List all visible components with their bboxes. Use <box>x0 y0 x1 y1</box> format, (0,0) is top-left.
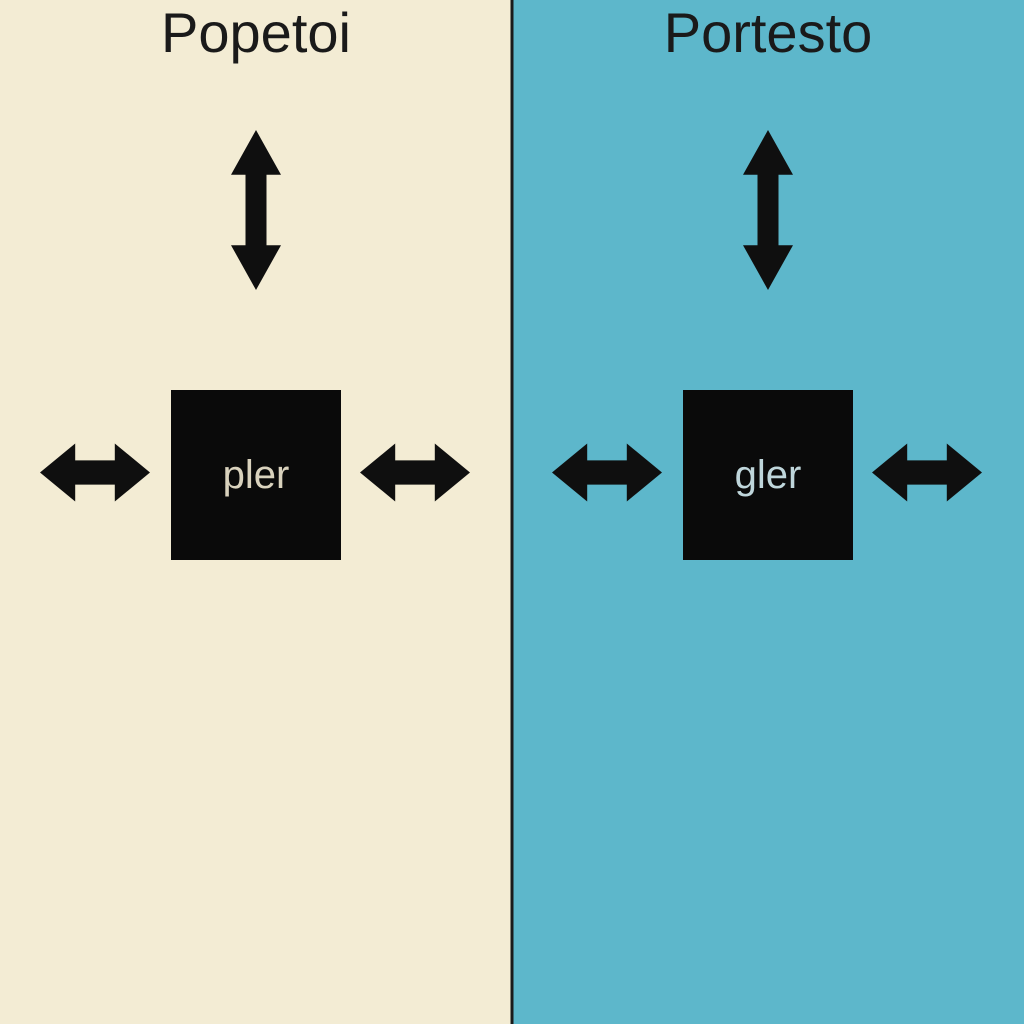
right-center-box: gler <box>683 390 853 560</box>
horizontal-double-arrow-icon <box>40 444 150 507</box>
right-panel-title: Portesto <box>664 0 873 65</box>
left-panel-title: Popetoi <box>161 0 351 65</box>
right-panel: Portesto gler <box>512 0 1024 1024</box>
horizontal-double-arrow-icon <box>872 444 982 507</box>
left-center-box: pler <box>171 390 341 560</box>
vertical-double-arrow-icon <box>231 130 281 295</box>
left-box-label: pler <box>223 453 290 498</box>
right-box-label: gler <box>735 453 802 498</box>
diagram-container: Popetoi pler Portesto gler <box>0 0 1024 1024</box>
horizontal-double-arrow-icon <box>552 444 662 507</box>
vertical-double-arrow-icon <box>743 130 793 295</box>
center-divider <box>511 0 514 1024</box>
left-panel: Popetoi pler <box>0 0 512 1024</box>
horizontal-double-arrow-icon <box>360 444 470 507</box>
